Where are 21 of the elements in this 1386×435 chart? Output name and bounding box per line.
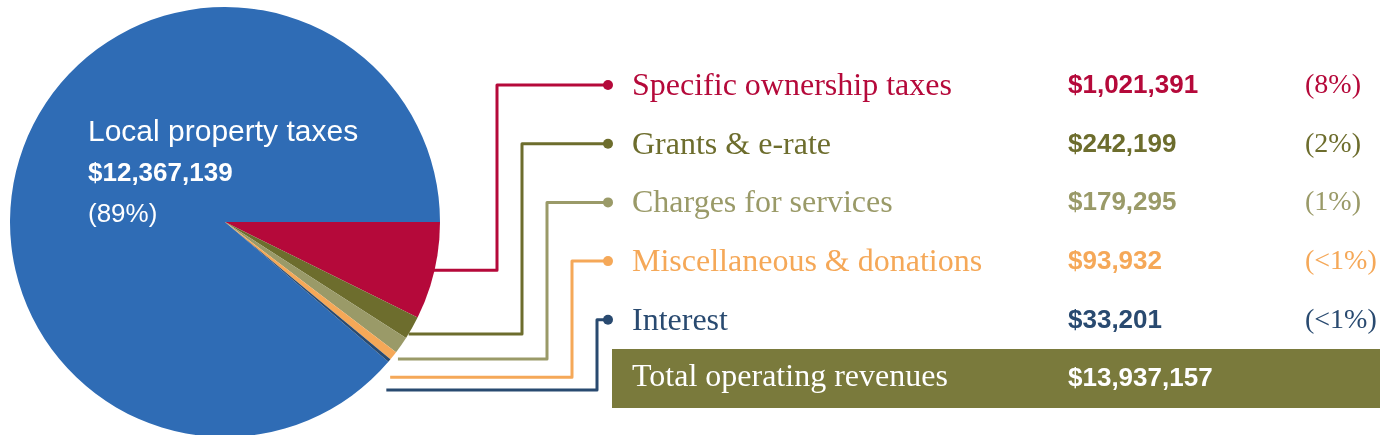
data-label: $33,201 <box>1068 303 1162 334</box>
legend-label: Grants & e-rate <box>632 124 832 161</box>
text: $13,937,157 <box>1068 361 1213 392</box>
legend-label: Charges for services <box>632 183 893 220</box>
data-label: $12,367,139 <box>88 157 233 187</box>
text: (1%) <box>1305 185 1361 217</box>
data-label: $93,932 <box>1068 245 1162 276</box>
data-label: $179,295 <box>1068 186 1177 217</box>
text: (2%) <box>1305 126 1361 158</box>
legend-label: Specific ownership taxes <box>632 66 952 102</box>
data-label: $242,199 <box>1068 127 1177 158</box>
data-label: $1,021,391 <box>1068 69 1199 99</box>
legend-label: Interest <box>632 300 729 337</box>
text: (<1%) <box>1305 302 1377 334</box>
text: (89%) <box>88 198 158 228</box>
slice-label: Local property taxes <box>88 114 359 147</box>
pie-slice <box>10 7 440 435</box>
legend-label: Miscellaneous & donations <box>632 242 983 279</box>
text: (8%) <box>1305 68 1361 99</box>
text: Total operating revenues <box>632 357 948 394</box>
text: (<1%) <box>1305 244 1377 276</box>
